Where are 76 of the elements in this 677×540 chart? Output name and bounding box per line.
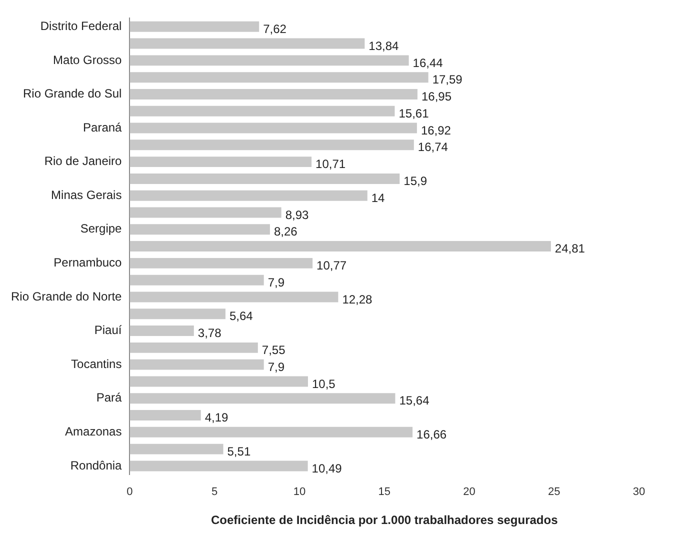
bar	[130, 444, 224, 454]
data-label: 4,19	[204, 410, 229, 425]
data-label: 3,78	[198, 326, 222, 340]
bar	[130, 38, 365, 49]
data-label: 7,55	[262, 342, 286, 357]
bar	[130, 88, 418, 100]
y-tick-label: Sergipe	[80, 222, 122, 236]
bar	[130, 72, 428, 83]
data-label: 16,92	[420, 123, 452, 138]
bar	[130, 359, 264, 370]
bar	[130, 460, 308, 472]
y-tick-label: Paraná	[83, 120, 122, 134]
data-label: 8,26	[274, 224, 298, 239]
y-tick-label: Pernambuco	[54, 256, 122, 270]
data-label: 8,93	[285, 208, 309, 222]
y-tick-label: Tocantins	[71, 356, 122, 371]
data-label: 10,77	[316, 258, 347, 273]
data-label: 7,62	[263, 22, 287, 36]
data-label: 16,95	[421, 90, 452, 104]
bar	[130, 342, 258, 353]
x-tick-label: 30	[632, 486, 646, 498]
bar	[130, 426, 413, 438]
data-label: 7,9	[268, 275, 285, 290]
data-label: 16,74	[418, 140, 448, 154]
bar	[130, 308, 226, 320]
x-tick-label: 5	[212, 486, 218, 498]
data-label: 15,9	[404, 174, 428, 188]
data-label: 12,28	[342, 292, 373, 306]
x-axis-title: Coeficiente de Incidência por 1.000 trabalhadores segurados	[210, 513, 558, 528]
y-tick-label: Amazonas	[65, 424, 122, 438]
bar	[130, 224, 270, 235]
data-label: 17,59	[432, 72, 463, 87]
bar	[130, 190, 368, 201]
y-tick-label: Rondônia	[70, 458, 122, 472]
x-tick-label: 0	[126, 486, 133, 498]
bar	[130, 140, 414, 150]
bar	[130, 376, 308, 387]
bar	[130, 122, 417, 134]
data-label: 16,66	[416, 427, 447, 442]
y-tick-label: Piauí	[94, 323, 122, 338]
bar	[130, 258, 313, 268]
data-label: 16,44	[412, 56, 444, 70]
y-tick-label: Minas Gerais	[51, 188, 122, 202]
data-label: 5,64	[229, 309, 254, 324]
y-tick-label: Rio de Janeiro	[44, 154, 122, 168]
y-tick-label: Rio Grande do Norte	[10, 289, 122, 304]
data-label: 7,9	[268, 360, 285, 374]
x-tick-label: 20	[463, 486, 476, 498]
bar	[130, 207, 282, 218]
y-tick-label: Mato Grosso	[53, 52, 122, 67]
bar	[130, 106, 395, 116]
bar	[130, 156, 312, 168]
x-tick-label: 10	[293, 486, 306, 498]
data-label: 5,51	[227, 444, 251, 458]
data-label: 10,49	[312, 461, 342, 476]
data-label: 14	[371, 190, 386, 205]
bar	[130, 393, 396, 404]
bar	[130, 410, 201, 420]
y-tick-label: Pará	[96, 390, 122, 405]
data-label: 15,64	[399, 394, 430, 408]
y-tick-label: Distrito Federal	[40, 18, 122, 33]
bar	[130, 326, 194, 336]
bar	[130, 241, 551, 252]
bar	[130, 274, 264, 286]
data-label: 13,84	[368, 38, 400, 53]
x-tick-label: 15	[378, 486, 390, 498]
y-tick-label: Rio Grande do Sul	[22, 86, 122, 101]
bar	[130, 21, 260, 32]
bar	[130, 292, 338, 302]
data-label: 10,5	[312, 376, 336, 391]
data-label: 10,71	[316, 157, 346, 172]
data-label: 24,81	[554, 242, 586, 256]
bar	[130, 173, 400, 184]
x-tick-label: 25	[548, 486, 560, 498]
data-label: 15,61	[398, 106, 430, 120]
bar	[130, 55, 409, 66]
